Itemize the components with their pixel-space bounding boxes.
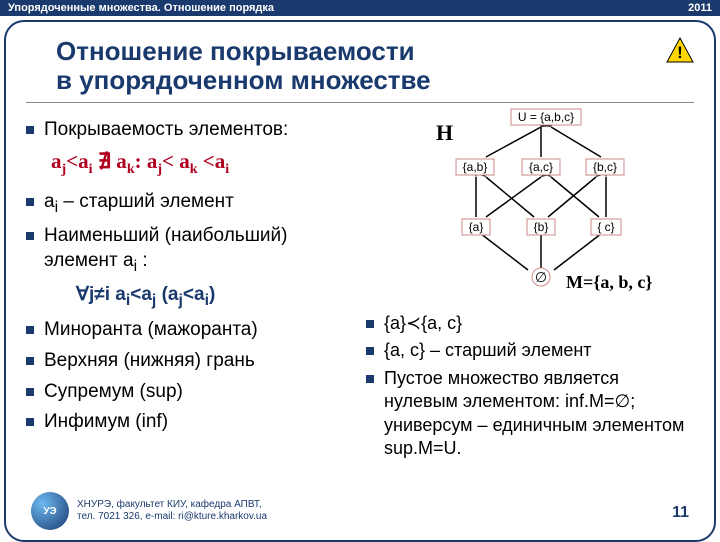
bullet-icon <box>26 418 34 426</box>
bullet-icon <box>366 320 374 328</box>
left-item4: Миноранта (мажоранта) <box>44 318 258 343</box>
title-line2: в упорядоченном множестве <box>56 66 431 95</box>
bullet-icon <box>26 198 34 206</box>
left-item1: Покрываемость элементов: <box>44 118 288 143</box>
right-column: {a}≺{a, c} {a, c} – старший элемент Пуст… <box>366 312 696 464</box>
formula1: aj<ai ∄ ak: aj< ak <ai <box>51 149 346 178</box>
bullet-icon <box>366 375 374 383</box>
title-line1: Отношение покрываемости <box>56 37 431 66</box>
footer-line2: тел. 7021 326, e-mail: ri@kture.kharkov.… <box>77 511 267 523</box>
node-a: {a} <box>469 220 484 234</box>
left-item2: ai – старший элемент <box>44 190 234 218</box>
bullet-icon <box>26 357 34 365</box>
footer-line1: ХНУРЭ, факультет КИУ, кафедра АПВТ, <box>77 499 267 511</box>
bullet-icon <box>26 388 34 396</box>
page-number: 11 <box>672 504 689 522</box>
bullet-icon <box>26 232 34 240</box>
left-item5: Верхняя (нижняя) грань <box>44 349 255 374</box>
formula2: ∀j≠i ai<aj (aj<ai) <box>76 283 346 310</box>
right-item3: Пустое множество является нулевым элемен… <box>384 367 696 461</box>
header-left: Упорядоченные множества. Отношение поряд… <box>8 2 274 14</box>
node-bc: {b,c} <box>593 160 617 174</box>
divider <box>26 102 694 103</box>
node-b: {b} <box>534 220 549 234</box>
header-bar: Упорядоченные множества. Отношение поряд… <box>0 0 720 16</box>
left-column: Покрываемость элементов: aj<ai ∄ ak: aj<… <box>26 118 346 441</box>
bullet-icon <box>26 326 34 334</box>
left-item6: Супремум (sup) <box>44 380 183 405</box>
node-top: U = {a,b,c} <box>518 110 574 124</box>
node-ab: {a,b} <box>463 160 488 174</box>
main-title: Отношение покрываемости в упорядоченном … <box>56 37 431 94</box>
node-empty: ∅ <box>535 269 547 285</box>
left-item7: Инфимум (inf) <box>44 410 168 435</box>
warning-icon: ! <box>666 37 694 63</box>
m-label: M={a, b, c} <box>566 272 652 293</box>
node-ac: {a,c} <box>529 160 553 174</box>
left-item3: Наименьший (наибольший) элемент ai : <box>44 224 346 277</box>
header-right: 2011 <box>688 2 712 14</box>
bullet-icon <box>26 126 34 134</box>
logo-icon: УЭ <box>31 492 69 530</box>
hasse-diagram: U = {a,b,c} {a,b} {a,c} {b,c} {a} {b} { … <box>386 107 696 287</box>
node-c: { c} <box>597 220 614 234</box>
right-item2: {a, c} – старший элемент <box>384 339 592 362</box>
right-item1: {a}≺{a, c} <box>384 312 462 335</box>
footer: УЭ ХНУРЭ, факультет КИУ, кафедра АПВТ, т… <box>31 492 267 530</box>
bullet-icon <box>366 347 374 355</box>
content-frame: Отношение покрываемости в упорядоченном … <box>4 20 716 542</box>
svg-text:!: ! <box>677 43 683 62</box>
